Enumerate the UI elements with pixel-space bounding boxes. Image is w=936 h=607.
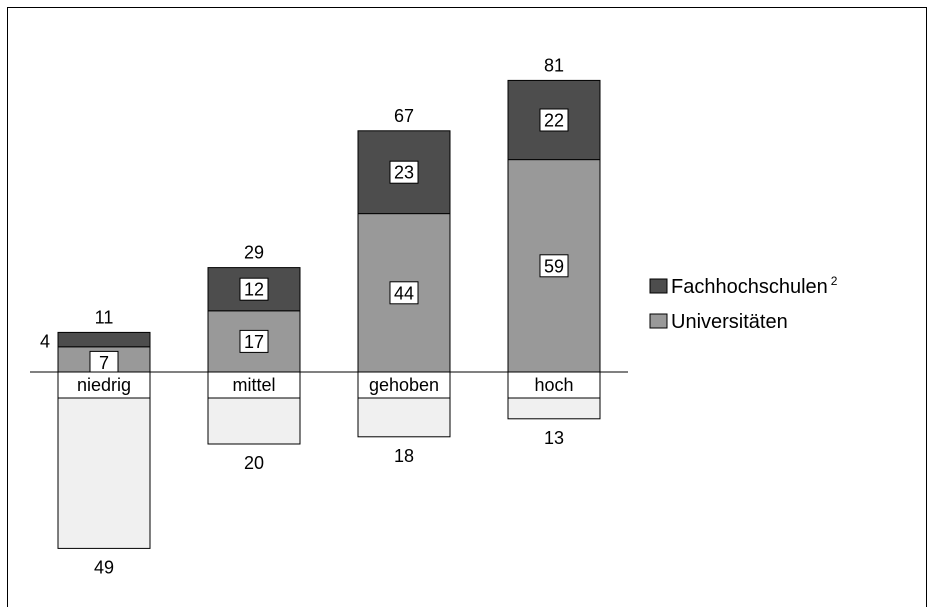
total-label-hoch: 81 — [544, 55, 564, 75]
total-label-niedrig: 11 — [95, 307, 114, 327]
below-value-label-hoch: 13 — [544, 428, 564, 448]
value-fachhochschulen-niedrig: 4 — [40, 331, 50, 351]
category-label-gehoben: gehoben — [369, 375, 439, 395]
below-value-label-mittel: 20 — [244, 453, 264, 473]
bar-below-mittel — [207, 397, 301, 445]
value-universitaeten-gehoben: 44 — [394, 283, 414, 303]
bar-below-hoch — [507, 397, 601, 420]
value-fachhochschulen-mittel-box — [239, 277, 269, 301]
bar-below-gehoben — [357, 397, 451, 438]
total-label-gehoben: 67 — [394, 106, 414, 126]
legend-superscript: 2 — [831, 274, 838, 288]
legend-swatch-fachhochschulen — [649, 278, 668, 294]
value-universitaeten-mittel-box — [239, 329, 269, 353]
value-universitaeten-hoch-box — [539, 254, 569, 278]
category-label-hoch: hoch — [534, 375, 573, 395]
value-fachhochschulen-gehoben: 23 — [394, 163, 414, 183]
total-label-mittel: 29 — [244, 243, 264, 263]
category-box-gehoben — [357, 371, 451, 399]
category-label-niedrig: niedrig — [77, 375, 131, 395]
value-universitaeten-mittel: 17 — [244, 332, 264, 352]
value-universitaeten-hoch: 59 — [544, 256, 564, 276]
category-label-mittel: mittel — [232, 375, 275, 395]
legend-label-fachhochschulen-text: Fachhochschulen — [671, 276, 828, 298]
bar-fachhochschulen-niedrig — [57, 331, 151, 348]
bar-fachhochschulen-gehoben — [357, 130, 451, 215]
value-fachhochschulen-mittel: 12 — [244, 280, 264, 300]
value-fachhochschulen-hoch: 22 — [544, 111, 564, 131]
value-fachhochschulen-hoch-box — [539, 108, 569, 132]
bar-below-niedrig — [57, 397, 151, 549]
value-universitaeten-niedrig: 7 — [99, 353, 109, 373]
legend: Fachhochschulen 2 Universitäten — [649, 274, 838, 333]
category-box-hoch — [507, 371, 601, 399]
bars-group: 7 4 11 niedrig 49 17 12 29 mittel 20 44 23 67 gehoben… — [40, 55, 601, 577]
below-value-label-gehoben: 18 — [394, 446, 414, 466]
legend-label-universitaeten: Universitäten — [671, 311, 788, 333]
below-value-label-niedrig: 49 — [94, 557, 114, 577]
legend-swatch-universitaeten — [649, 313, 668, 329]
value-universitaeten-gehoben-box — [389, 281, 419, 305]
category-box-mittel — [207, 371, 301, 399]
legend-label-fachhochschulen: Fachhochschulen 2 — [671, 274, 838, 298]
value-fachhochschulen-gehoben-box — [389, 160, 419, 184]
chart-frame — [7, 7, 927, 607]
